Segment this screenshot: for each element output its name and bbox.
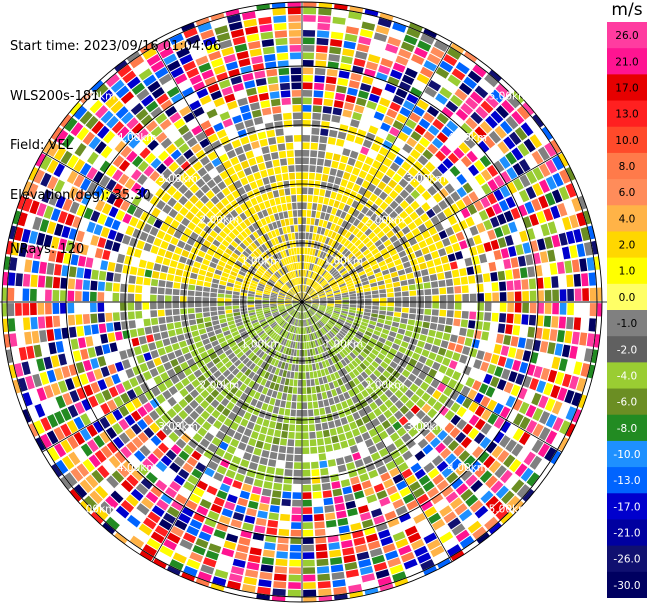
range-ring-label: 1.00km <box>323 338 363 350</box>
scan-info-panel: Start time: 2023/09/16 01:04:06 WLS200s-… <box>10 6 221 275</box>
range-ring-label: 2.00km <box>365 380 405 392</box>
colorbar-swatch <box>607 310 647 337</box>
colorbar-tick-label: -4.0 <box>617 370 638 382</box>
colorbar-tick-label: -30.0 <box>613 580 640 592</box>
range-ring-label: 1.00km <box>323 256 363 268</box>
colorbar-swatch <box>607 22 647 49</box>
colorbar-swatch <box>607 205 647 232</box>
range-ring-labels: 1.00km 2.00km 3.00km 4.00km 5.00km 1.00km 2.00… <box>76 91 529 516</box>
colorbar-tick-label: 2.0 <box>619 240 636 252</box>
colorbar-swatch <box>607 48 647 75</box>
range-ring-label: 5.00km <box>76 91 116 103</box>
colorbar-tick-label: -21.0 <box>613 528 640 540</box>
range-ring-label: 2.00km <box>365 214 405 226</box>
range-ring-label: 1.00km <box>241 338 281 350</box>
range-ring-label: 4.00km <box>447 462 487 474</box>
colorbar-swatch <box>607 126 647 154</box>
range-ring-label: 3.00km <box>158 421 198 433</box>
elevation-text: Elevation(deg): 35.30 <box>10 187 151 203</box>
colorbar-tick-label: 17.0 <box>615 82 638 94</box>
range-ring-label: 4.00km <box>117 462 157 474</box>
colorbar-tick-label: -13.0 <box>613 475 640 487</box>
colorbar-swatch <box>607 231 647 259</box>
colorbar-swatch <box>607 571 647 598</box>
range-ring-label: 3.00km <box>406 173 446 185</box>
colorbar-tick-label: -10.0 <box>613 449 640 461</box>
colorbar-unit-label: m/s <box>611 0 643 20</box>
colorbar-tick-label: -1.0 <box>617 318 638 330</box>
nrays-text: NRays: 120 <box>10 242 85 257</box>
range-ring-label: 1.00km <box>241 256 281 268</box>
colorbar-swatch <box>607 257 647 285</box>
azimuth-spokes <box>0 2 607 602</box>
range-ring-label: 3.00km <box>406 421 446 433</box>
site-name-text: WLS200s-181 <box>10 88 100 104</box>
colorbar-swatch <box>607 283 647 311</box>
field-text: Field: VEL <box>10 138 73 153</box>
colorbar-swatch <box>607 493 647 520</box>
colorbar-tick-label: 6.0 <box>619 187 636 199</box>
colorbar-swatch <box>607 152 647 180</box>
colorbar-tick-label: 26.0 <box>615 30 638 42</box>
range-ring-label: 4.00km <box>117 132 157 144</box>
colorbar-tick-label: -26.0 <box>613 554 640 566</box>
colorbar-tick-label: 21.0 <box>615 56 638 68</box>
colorbar-swatch <box>607 467 647 494</box>
colorbar-tick-label: 1.0 <box>619 266 636 278</box>
colorbar-swatch <box>607 74 647 102</box>
colorbar-swatch <box>607 545 647 573</box>
range-ring-label: 2.00km <box>200 380 240 392</box>
colorbar-swatch <box>607 414 647 442</box>
colorbar-tick-label: 4.0 <box>619 213 636 225</box>
colorbar-tick-label: -17.0 <box>613 501 640 513</box>
colorbar-swatch <box>607 388 647 416</box>
range-ring-label: 3.00km <box>158 173 198 185</box>
colorbar-swatch <box>607 179 647 206</box>
colorbar-tick-label: 10.0 <box>615 135 638 147</box>
colorbar-swatch <box>607 100 647 128</box>
range-ring-label: 5.00km <box>489 91 529 103</box>
colorbar-swatch <box>607 519 647 547</box>
colorbar-swatch <box>607 440 647 468</box>
colorbar-tick-label: -8.0 <box>617 423 638 435</box>
colorbar-tick-label: 13.0 <box>615 109 638 121</box>
colorbar-swatch <box>607 362 647 390</box>
colorbar-tick-label: -2.0 <box>617 344 638 356</box>
range-ring-label: 4.00km <box>447 132 487 144</box>
range-ring-label: 5.00km <box>76 504 116 516</box>
start-time-text: Start time: 2023/09/16 01:04:06 <box>10 39 222 54</box>
colorbar-tick-label: 0.0 <box>619 292 636 304</box>
colorbar-tick-label: -6.0 <box>617 397 638 409</box>
colorbar-swatch <box>607 336 647 363</box>
range-ring-label: 5.00km <box>489 504 529 516</box>
velocity-colorbar: 26.0 21.0 17.0 13.0 10.0 8.0 6.0 4.0 2.0 1.0 0.0 -1… <box>607 22 647 598</box>
colorbar-tick-label: 8.0 <box>619 161 636 173</box>
range-ring-label: 2.00km <box>200 214 240 226</box>
